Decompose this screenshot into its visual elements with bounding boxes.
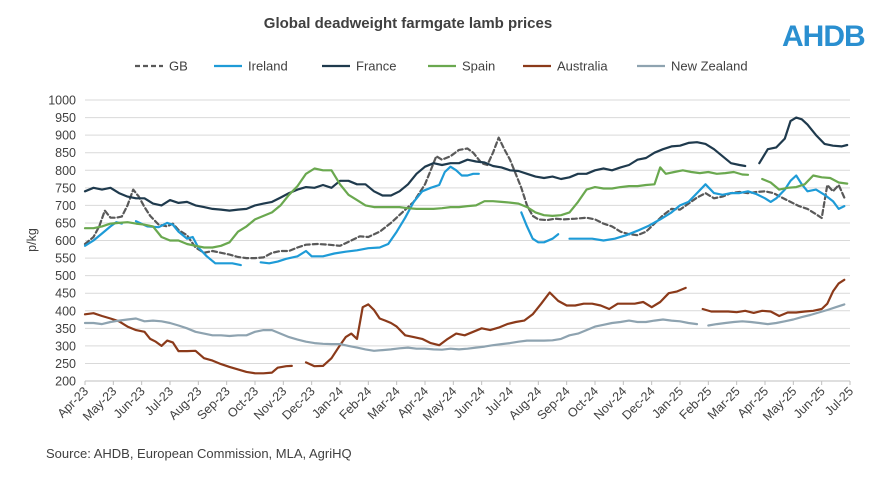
- y-tick-label: 800: [55, 164, 76, 178]
- chart-title: Global deadweight farmgate lamb prices: [264, 15, 552, 32]
- ahdb-logo: AHDB: [782, 20, 866, 53]
- series-line-australia: [304, 286, 687, 368]
- legend-item-spain: Spain: [428, 59, 495, 74]
- y-tick-label: 500: [55, 269, 76, 283]
- legend-item-new-zealand: New Zealand: [637, 59, 748, 74]
- y-tick-label: 450: [55, 287, 76, 301]
- series-spain: [83, 166, 849, 249]
- legend-item-australia: Australia: [523, 59, 608, 74]
- legend-label: Australia: [557, 59, 608, 74]
- y-tick-label: 1000: [48, 94, 76, 108]
- legend-item-ireland: Ireland: [214, 59, 288, 74]
- series-line-new-zealand: [707, 303, 846, 327]
- y-tick-label: 850: [55, 146, 76, 160]
- series-new-zealand: [83, 303, 846, 352]
- legend-label: France: [356, 59, 396, 74]
- y-tick-label: 250: [55, 357, 76, 371]
- x-tick-label: Jun-25: [791, 384, 828, 421]
- series-line-australia: [701, 278, 846, 318]
- series-line-spain: [761, 174, 849, 191]
- series-line-ireland: [134, 220, 242, 267]
- series-line-france: [83, 141, 747, 212]
- x-tick-label: Mar-24: [365, 384, 403, 422]
- legend-item-france: France: [322, 59, 396, 74]
- series-gb: [83, 136, 846, 260]
- legend-label: Ireland: [248, 59, 288, 74]
- y-axis-label: p/kg: [25, 228, 39, 252]
- y-tick-label: 400: [55, 304, 76, 318]
- y-tick-label: 300: [55, 339, 76, 353]
- y-tick-label: 200: [55, 375, 76, 389]
- series-ireland: [83, 165, 846, 267]
- x-tick-label: Mar-25: [705, 384, 743, 422]
- y-tick-label: 550: [55, 252, 76, 266]
- series-lines: [83, 116, 849, 375]
- legend: GB Ireland France Spain Australia New Zealand: [135, 59, 748, 74]
- series-australia: [83, 278, 846, 375]
- series-line-ireland: [568, 174, 846, 242]
- series-line-gb: [83, 136, 846, 260]
- series-line-france: [758, 116, 849, 165]
- series-line-ireland: [259, 165, 480, 265]
- x-tick-label: Jun-24: [451, 384, 488, 421]
- series-france: [83, 116, 849, 212]
- series-line-spain: [83, 166, 750, 249]
- x-tick-label: Jul-25: [822, 384, 856, 418]
- legend-label: GB: [169, 59, 188, 74]
- ahdb-logo-text: AHDB: [782, 20, 865, 53]
- y-tick-label: 700: [55, 199, 76, 213]
- legend-label: New Zealand: [671, 59, 748, 74]
- legend-item-gb: GB: [135, 59, 188, 74]
- series-line-australia: [83, 312, 293, 375]
- y-tick-label: 750: [55, 181, 76, 195]
- y-tick-label: 350: [55, 322, 76, 336]
- y-axis-ticks: 200 250 300 350 400 450 500 550 600 650 700 750 800 8…: [48, 94, 76, 389]
- series-line-new-zealand: [83, 317, 699, 352]
- y-tick-label: 900: [55, 129, 76, 143]
- y-tick-label: 650: [55, 216, 76, 230]
- gridlines: [85, 99, 850, 382]
- y-tick-label: 950: [55, 111, 76, 125]
- x-axis-ticks: Apr-23May-23Jun-23Jul-23Aug-23Sep-23Oct-…: [55, 381, 856, 424]
- source-note: Source: AHDB, European Commission, MLA, …: [46, 446, 352, 461]
- series-line-ireland: [520, 211, 560, 244]
- y-tick-label: 600: [55, 234, 76, 248]
- legend-label: Spain: [462, 59, 495, 74]
- x-tick-label: Jun-23: [111, 384, 148, 421]
